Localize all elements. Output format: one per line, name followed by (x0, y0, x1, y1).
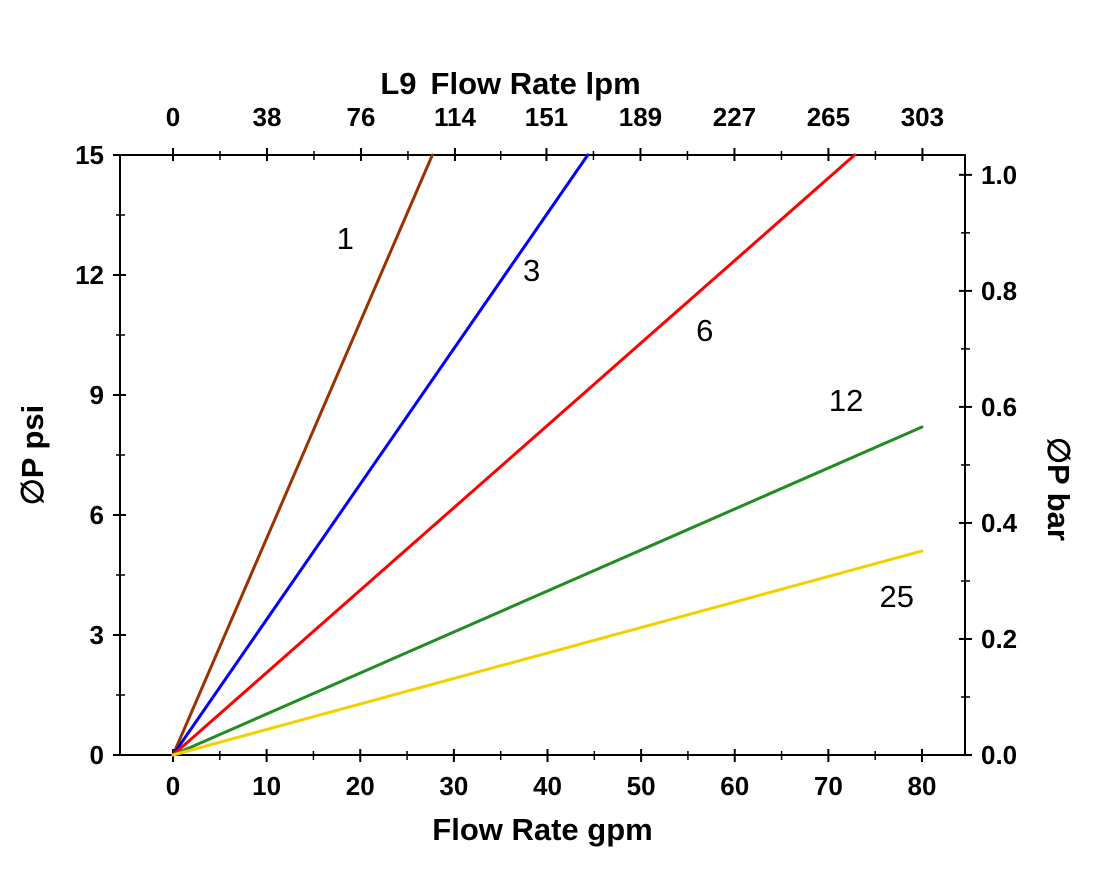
bottom-axis-tick-label: 0 (166, 771, 180, 801)
left-axis-tick-label: 3 (90, 620, 104, 650)
top-axis-tick-label: 114 (434, 102, 476, 132)
series-line-1 (171, 153, 434, 757)
top-axis-tick-label: 38 (253, 102, 282, 132)
bottom-axis-tick-label: 20 (346, 771, 375, 801)
series-label-25: 25 (879, 579, 913, 614)
top-axis-tick-label: 265 (807, 102, 850, 132)
top-axis-label: Flow Rate lpm (430, 66, 641, 101)
right-axis-tick-label: 0.4 (981, 508, 1018, 538)
bottom-axis-tick-label: 40 (533, 771, 562, 801)
bottom-axis-tick-label: 10 (252, 771, 281, 801)
series-label-3: 3 (523, 253, 540, 288)
series-line-3 (171, 153, 590, 757)
bottom-axis-label: Flow Rate gpm (432, 812, 653, 847)
bottom-axis-tick-label: 80 (908, 771, 937, 801)
series-label-6: 6 (696, 313, 713, 348)
series-line-6 (171, 153, 857, 757)
top-axis-tick-label: 303 (901, 102, 944, 132)
left-axis-tick-label: 6 (90, 500, 104, 530)
left-axis-tick-label: 12 (75, 260, 104, 290)
top-axis-tick-label: 227 (713, 102, 756, 132)
left-axis-label: ∅P psi (15, 404, 50, 506)
plot-frame (119, 154, 966, 756)
series-line-25 (171, 549, 924, 757)
chart-title: L9 (380, 66, 417, 101)
left-axis-tick-label: 9 (90, 380, 104, 410)
bottom-axis-tick-label: 70 (814, 771, 843, 801)
top-axis-tick-label: 76 (347, 102, 376, 132)
top-axis-tick-label: 189 (619, 102, 662, 132)
right-axis-tick-label: 0.2 (981, 624, 1017, 654)
right-axis-tick-label: 0.6 (981, 392, 1017, 422)
left-axis-tick-label: 15 (75, 140, 104, 170)
bottom-axis-tick-label: 50 (627, 771, 656, 801)
bottom-axis-tick-label: 60 (720, 771, 749, 801)
series-line-12 (171, 425, 924, 757)
right-axis-label: ∅P bar (1041, 437, 1076, 541)
right-axis-tick-label: 1.0 (981, 160, 1017, 190)
top-axis-title: L9 Flow Rate lpm (88, 66, 933, 102)
series-label-12: 12 (829, 383, 863, 418)
right-axis-tick-label: 0.8 (981, 276, 1017, 306)
right-axis-tick-label: 0.0 (981, 740, 1017, 770)
bottom-axis-tick-label: 30 (439, 771, 468, 801)
left-axis-tick-label: 0 (90, 740, 104, 770)
top-axis-tick-label: 151 (525, 102, 568, 132)
top-axis-tick-label: 0 (166, 102, 180, 132)
series-label-1: 1 (337, 221, 354, 256)
